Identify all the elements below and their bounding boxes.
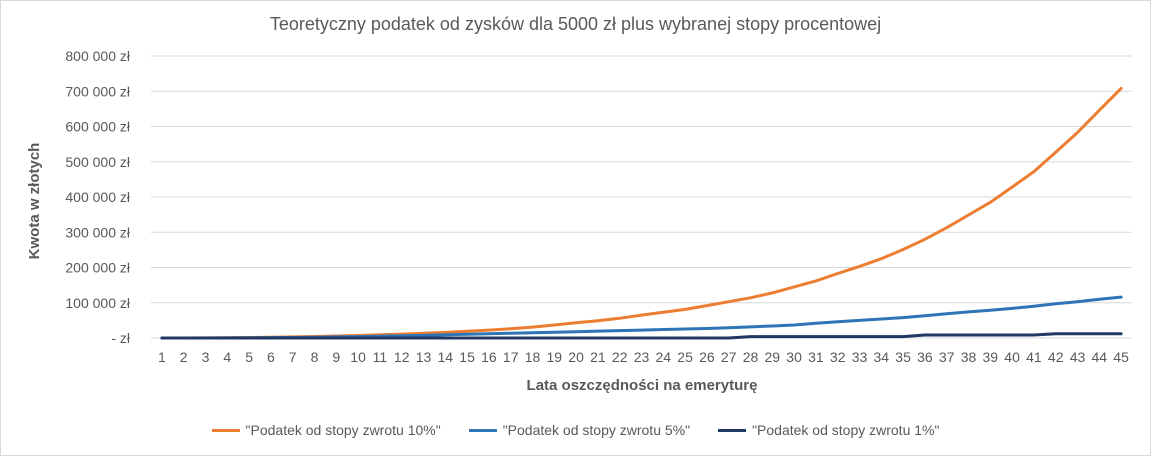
legend: "Podatek od stopy zwrotu 10%" "Podatek od… — [1, 422, 1150, 438]
series-line-3 — [160, 332, 1123, 340]
legend-swatch — [718, 428, 747, 432]
x-tick-label: 25 — [677, 349, 693, 365]
x-tick-label: 42 — [1048, 349, 1064, 365]
x-tick-label: 11 — [373, 349, 388, 365]
x-tick-label: 36 — [917, 349, 933, 365]
y-axis-title: Kwota w złotych — [26, 143, 43, 260]
y-tick-label: 100 000 zł — [65, 295, 130, 311]
series-lines — [160, 86, 1123, 340]
x-tick-label: 17 — [503, 349, 519, 365]
x-tick-label: 1 — [158, 349, 166, 365]
x-tick-label: 15 — [459, 349, 475, 365]
x-tick-label: 38 — [961, 349, 977, 365]
x-tick-label: 8 — [311, 349, 319, 365]
x-tick-label: 23 — [634, 349, 650, 365]
x-tick-label: 41 — [1026, 349, 1042, 365]
legend-item: "Podatek od stopy zwrotu 10%" — [211, 422, 441, 438]
legend-label: "Podatek od stopy zwrotu 10%" — [245, 422, 441, 438]
x-tick-label: 9 — [332, 349, 340, 365]
x-tick-label: 29 — [765, 349, 781, 365]
x-tick-label: 22 — [612, 349, 628, 365]
x-tick-label: 12 — [394, 349, 410, 365]
x-tick-label: 40 — [1004, 349, 1020, 365]
series-line-1 — [160, 86, 1123, 340]
y-tick-label: 400 000 zł — [65, 189, 130, 205]
x-tick-label: 34 — [874, 349, 890, 365]
x-tick-label: 39 — [983, 349, 999, 365]
x-tick-label: 2 — [180, 349, 188, 365]
x-tick-label: 13 — [416, 349, 432, 365]
x-tick-label: 28 — [743, 349, 759, 365]
y-tick-label: 200 000 zł — [65, 260, 130, 276]
legend-label: "Podatek od stopy zwrotu 1%" — [752, 422, 940, 438]
x-tick-label: 27 — [721, 349, 737, 365]
x-tick-label: 24 — [656, 349, 672, 365]
x-axis-ticks: 1 2 3 4 5 6 7 8 9 10 11 12 13 14 15 16 17 18 19 20 21 22 23 24 2… — [158, 349, 1129, 365]
legend-item: "Podatek od stopy zwrotu 5%" — [468, 422, 691, 438]
x-tick-label: 3 — [202, 349, 210, 365]
x-tick-label: 30 — [786, 349, 802, 365]
x-tick-label: 26 — [699, 349, 715, 365]
x-tick-label: 19 — [547, 349, 563, 365]
legend-label: "Podatek od stopy zwrotu 5%" — [502, 422, 691, 438]
legend-swatch — [468, 428, 497, 432]
x-tick-label: 21 — [590, 349, 606, 365]
y-tick-label: - zł — [111, 330, 131, 346]
legend-item: "Podatek od stopy zwrotu 1%" — [718, 422, 939, 438]
y-tick-label: 300 000 zł — [65, 224, 130, 240]
legend-swatch — [211, 428, 240, 432]
x-tick-label: 4 — [223, 349, 231, 365]
x-tick-label: 31 — [808, 349, 824, 365]
x-tick-label: 14 — [438, 349, 454, 365]
x-tick-label: 6 — [267, 349, 275, 365]
x-tick-label: 5 — [245, 349, 253, 365]
y-tick-label: 800 000 zł — [65, 48, 130, 64]
y-axis-ticks: - zł 100 000 zł 200 000 zł 300 000 zł 400 00… — [65, 48, 130, 346]
y-tick-label: 500 000 zł — [65, 154, 130, 170]
x-tick-label: 33 — [852, 349, 868, 365]
x-tick-label: 7 — [289, 349, 297, 365]
x-tick-label: 32 — [830, 349, 846, 365]
x-tick-label: 10 — [350, 349, 366, 365]
x-tick-label: 43 — [1070, 349, 1086, 365]
x-tick-label: 37 — [939, 349, 955, 365]
y-tick-label: 700 000 zł — [65, 83, 130, 99]
x-tick-label: 20 — [568, 349, 584, 365]
x-axis-title: Lata oszczędności na emeryturę — [527, 377, 758, 394]
x-tick-label: 44 — [1092, 349, 1108, 365]
x-tick-label: 16 — [481, 349, 497, 365]
x-tick-label: 35 — [895, 349, 911, 365]
x-tick-label: 45 — [1113, 349, 1129, 365]
chart-title: Teoretyczny podatek od zysków dla 5000 z… — [269, 14, 882, 34]
gridlines — [151, 55, 1132, 339]
x-tick-label: 18 — [525, 349, 541, 365]
y-tick-label: 600 000 zł — [65, 119, 130, 135]
